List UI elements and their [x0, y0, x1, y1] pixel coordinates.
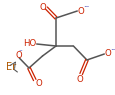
Text: O: O [39, 2, 45, 11]
Text: O: O [15, 51, 22, 59]
Text: ·⁻: ·⁻ [109, 46, 115, 55]
Text: O: O [77, 6, 84, 15]
Text: O: O [76, 74, 83, 84]
Text: O: O [35, 80, 42, 89]
Text: ·⁻: ·⁻ [82, 4, 88, 13]
Text: ⁻: ⁻ [18, 49, 22, 55]
Text: O: O [104, 49, 111, 59]
Text: HO: HO [23, 40, 36, 49]
Text: Er: Er [6, 62, 16, 72]
